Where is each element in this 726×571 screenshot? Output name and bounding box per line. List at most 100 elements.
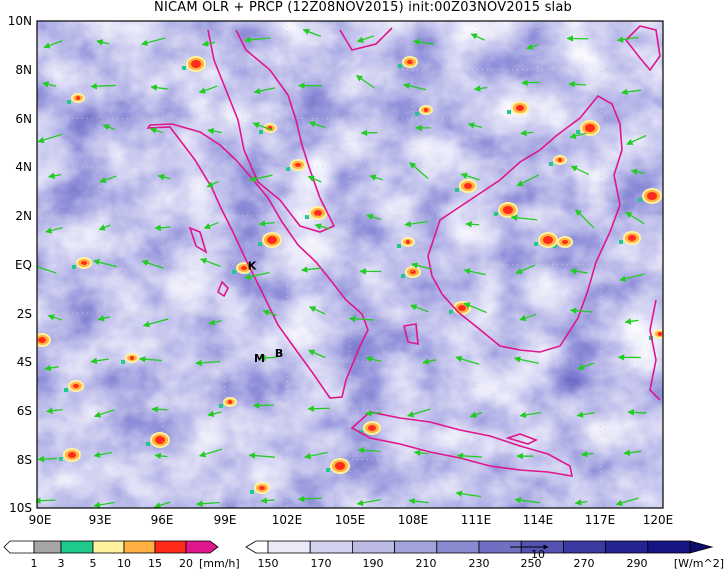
wind-vector (455, 355, 480, 366)
lat-label-eq: EQ (15, 258, 32, 272)
lon-label-99e: 99E (214, 513, 237, 527)
wind-vector (96, 39, 110, 46)
wind-vector (366, 213, 381, 221)
precip-label-15: 15 (148, 557, 162, 570)
lon-label-105e: 105E (335, 513, 366, 527)
precip-bin (154, 540, 187, 554)
map-frame (36, 20, 664, 509)
wind-vector (302, 28, 322, 38)
wind-vector (244, 36, 271, 44)
coastlines (146, 25, 661, 477)
precip-bin (3, 540, 35, 554)
wind-vector (207, 127, 222, 135)
wind-vector (615, 497, 639, 507)
lon-label-108e: 108E (398, 513, 429, 527)
precip-cell (507, 101, 529, 115)
wind-vector (141, 37, 166, 46)
wind-vector (356, 499, 381, 507)
lat-label-6n: 6N (15, 112, 32, 126)
wind-vector (37, 497, 56, 504)
wind-vector (356, 35, 375, 43)
olr-label-210: 210 (416, 557, 437, 570)
wind-vector (348, 315, 375, 323)
wind-vector (201, 40, 216, 47)
olr-label-230: 230 (469, 557, 490, 570)
precip-cell (67, 93, 85, 104)
wind-vector (300, 266, 321, 273)
wind-vector (259, 354, 277, 362)
wind-vector (515, 264, 536, 274)
olr-label-250: 250 (521, 557, 542, 570)
wind-vector (304, 451, 328, 460)
wind-vector (630, 168, 645, 175)
wind-vector (473, 85, 488, 92)
wind-vector (575, 209, 595, 229)
precip-label-1: 1 (31, 557, 38, 570)
precip-cell (219, 397, 237, 408)
wind-vector (208, 319, 222, 326)
wind-vector (403, 82, 427, 91)
precip-bin (123, 540, 156, 554)
wind-vector (248, 452, 276, 459)
wind-vector (248, 174, 273, 183)
wind-vector (521, 79, 540, 87)
wind-vector (516, 174, 540, 187)
wind-vector (364, 410, 381, 417)
wind-vector (577, 362, 595, 370)
wind-vector (365, 355, 382, 363)
precip-cell (305, 206, 327, 220)
olr-bin (436, 540, 480, 554)
wind-vector (198, 448, 223, 458)
wind-vector (409, 162, 429, 179)
lon-label-120e: 120E (643, 513, 674, 527)
olr-label-150: 150 (258, 557, 279, 570)
wind-vector (520, 129, 534, 137)
wind-vector (569, 132, 587, 139)
wind-vector (307, 175, 322, 183)
wind-vector (576, 411, 595, 418)
lat-axis: 10N 8N 6N 4N 2N EQ 2S 4S 6S 8S 10S (8, 14, 32, 515)
wind-vector (412, 38, 434, 46)
precip-cell (549, 155, 567, 166)
wind-vector (46, 407, 63, 414)
wind-vector (580, 450, 594, 458)
lat-label-2n: 2N (15, 209, 32, 223)
wind-vector (456, 452, 482, 460)
wind-vector (407, 408, 431, 418)
wind-vector (153, 501, 171, 508)
precip-unit: [mm/h] (199, 557, 240, 570)
wind-vector (98, 224, 111, 231)
reference-vector-label: 10 (531, 548, 545, 561)
precip-cell (37, 333, 51, 347)
place-mark-m: M (254, 352, 265, 365)
lon-axis: 90E 93E 96E 99E 102E 105E 108E 111E 114E… (29, 513, 674, 527)
lon-label-96e: 96E (151, 513, 174, 527)
wind-vector (625, 211, 645, 225)
wind-vector (309, 306, 326, 315)
wind-vector (469, 411, 483, 418)
wind-vector (253, 87, 276, 95)
lat-label-2s: 2S (17, 307, 32, 321)
precip-cell (494, 202, 518, 218)
wind-vector (314, 223, 331, 230)
wind-vector (620, 88, 641, 96)
wind-vector (307, 349, 326, 359)
wind-vector (42, 81, 57, 88)
wind-vector (513, 356, 539, 364)
precip-colorbar (3, 540, 219, 554)
olr-unit: [W/m^2] (674, 557, 724, 570)
wind-vector (198, 85, 218, 94)
lon-label-93e: 93E (89, 513, 112, 527)
wind-vector (467, 122, 483, 129)
wind-vector (463, 268, 486, 276)
wind-vector (260, 497, 275, 504)
olr-label-290: 290 (627, 557, 648, 570)
wind-vector (526, 43, 539, 50)
wind-vector (307, 405, 330, 412)
precip-cell (64, 380, 84, 392)
wind-vector (455, 490, 482, 498)
wind-vector (37, 133, 63, 144)
wind-vector (569, 307, 593, 314)
wind-vector (196, 500, 220, 507)
lat-label-4n: 4N (15, 160, 32, 174)
